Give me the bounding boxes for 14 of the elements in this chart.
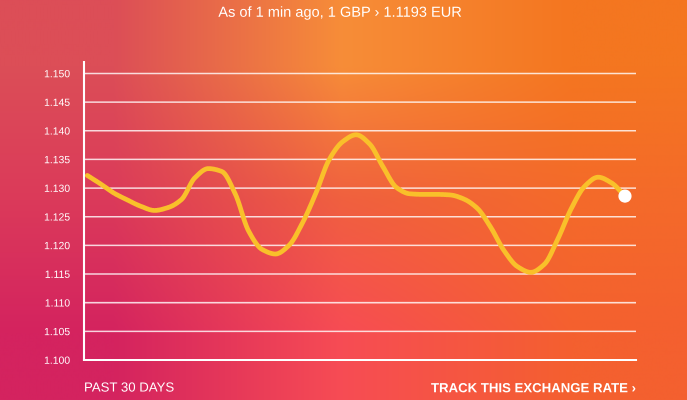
y-tick-label: 1.115 <box>46 270 70 278</box>
chart-title: As of 1 min ago, 1 GBP › 1.1193 EUR <box>218 6 462 20</box>
y-tick-label: 1.145 <box>44 98 70 106</box>
text: TRACK THIS EXCHANGE RATE › <box>431 383 636 392</box>
y-tick-label: 1.150 <box>44 70 70 78</box>
y-tick-label: 1.140 <box>44 127 70 135</box>
y-tick-label: 1.130 <box>44 184 70 192</box>
y-tick-label: 1.100 <box>44 356 70 364</box>
y-tick-label: 1.120 <box>44 242 70 250</box>
y-tick-label: 1.125 <box>44 213 70 221</box>
x-axis-title: PAST 30 DAYS <box>85 382 174 392</box>
y-tick-label: 1.110 <box>46 299 70 307</box>
y-tick-label: 1.135 <box>44 156 70 164</box>
y-tick-label: 1.105 <box>44 328 70 336</box>
